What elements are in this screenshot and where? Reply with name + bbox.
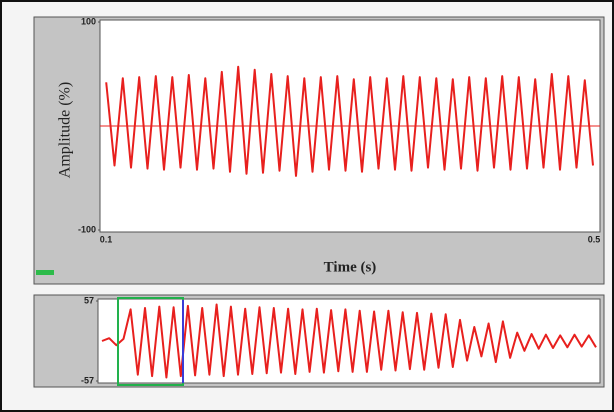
x-tick-label: 0.1	[100, 234, 113, 244]
y-tick-label: 57	[84, 295, 94, 305]
marks: -100 100 0.1 0.5 -57 57	[78, 16, 601, 385]
y-axis-label: Amplitude (%)	[57, 82, 74, 178]
x-tick-label: 0.5	[588, 234, 601, 244]
waveform	[105, 65, 594, 177]
waveform	[101, 303, 597, 379]
y-tick-label: -100	[78, 224, 96, 234]
y-tick-label: 100	[81, 16, 96, 26]
indicator	[36, 270, 54, 275]
y-tick-label: -57	[81, 375, 94, 385]
x-axis-label: Time (s)	[324, 259, 377, 275]
